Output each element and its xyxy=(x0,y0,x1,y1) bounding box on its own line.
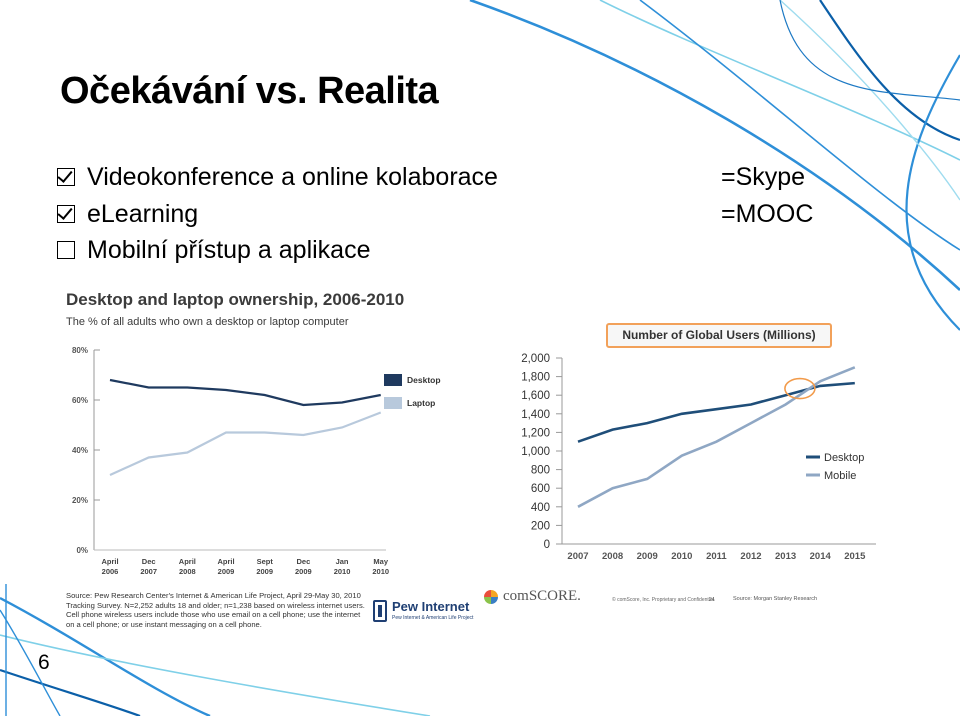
y-tick-label: 40% xyxy=(72,446,88,455)
x-tick-label: 2006 xyxy=(102,567,119,576)
x-tick-label: 2007 xyxy=(140,567,157,576)
x-tick-label: 2010 xyxy=(372,567,389,576)
y-tick-label: 80% xyxy=(72,346,88,355)
left-chart-title: Desktop and laptop ownership, 2006-2010 xyxy=(66,290,405,309)
pew-internet-logo: Pew Internet Pew Internet & American Lif… xyxy=(373,598,473,626)
comscore-page-number: 24 xyxy=(709,597,715,603)
x-tick-label: 2015 xyxy=(844,551,866,562)
y-tick-label: 60% xyxy=(72,396,88,405)
x-tick-label: Jan xyxy=(336,557,349,566)
x-tick-label: 2010 xyxy=(334,567,351,576)
x-tick-label: 2009 xyxy=(256,567,273,576)
x-tick-label: 2008 xyxy=(602,551,623,562)
slide-title: Očekávání vs. Realita xyxy=(60,70,439,112)
bullet-videoconference: Videokonference a online kolaborace xyxy=(57,162,498,192)
bullet-text: eLearning xyxy=(87,200,199,228)
x-tick-label: May xyxy=(373,557,388,566)
checked-box-icon xyxy=(57,168,75,186)
y-tick-label: 400 xyxy=(531,502,550,514)
y-tick-label: 200 xyxy=(531,520,550,532)
y-tick-label: 1,800 xyxy=(521,372,550,384)
x-tick-label: Dec xyxy=(296,557,310,566)
y-tick-label: 2,000 xyxy=(521,353,550,365)
x-tick-label: 2012 xyxy=(740,551,761,562)
y-tick-label: 0% xyxy=(76,546,88,555)
x-tick-label: 2010 xyxy=(671,551,692,562)
y-tick-label: 20% xyxy=(72,496,88,505)
comscore-logo-icon xyxy=(484,590,498,604)
x-tick-label: 2007 xyxy=(567,551,588,562)
x-tick-label: 2011 xyxy=(706,551,727,562)
legend-swatch-laptop xyxy=(384,397,402,409)
right-chart-title: Number of Global Users (Millions) xyxy=(606,323,832,348)
bullet-text: Videokonference a online kolaborace xyxy=(87,163,498,191)
legend-label-desktop: Desktop xyxy=(407,375,441,385)
x-tick-label: 2009 xyxy=(637,551,658,562)
x-tick-label: Sept xyxy=(257,557,274,566)
x-tick-label: 2013 xyxy=(775,551,796,562)
pew-logo-tagline: Pew Internet & American Life Project xyxy=(392,615,474,621)
legend-label-mobile: Mobile xyxy=(824,470,856,482)
unchecked-box-icon xyxy=(57,241,75,259)
x-tick-label: April xyxy=(179,557,196,566)
crossover-highlight-circle xyxy=(784,377,816,400)
y-tick-label: 1,000 xyxy=(521,446,550,458)
bullet-mobile: Mobilní přístup a aplikace xyxy=(57,235,370,265)
y-tick-label: 0 xyxy=(544,539,550,551)
y-tick-label: 1,400 xyxy=(521,409,550,421)
x-tick-label: 2014 xyxy=(810,551,832,562)
x-tick-label: April xyxy=(217,557,234,566)
comscore-logo: comSCORE. xyxy=(484,588,584,608)
legend-label-laptop: Laptop xyxy=(407,398,435,408)
y-tick-label: 1,200 xyxy=(521,427,550,439)
global-users-line-chart: 0 200 400 600 800 1,000 1,200 1,400 1,600 1,800 2,… xyxy=(521,353,876,562)
legend-label-desktop: Desktop xyxy=(824,452,864,464)
right-chart-source: Source: Morgan Stanley Research xyxy=(733,596,818,602)
pew-logo-name: Pew Internet xyxy=(392,599,470,614)
series-line-laptop xyxy=(109,411,382,477)
comscore-logo-name: comSCORE. xyxy=(503,588,581,604)
page-number: 6 xyxy=(38,651,50,674)
series-line-desktop xyxy=(109,378,381,407)
x-tick-label: Dec xyxy=(142,557,156,566)
equivalent-mooc: =MOOC xyxy=(721,200,814,228)
left-chart-subtitle: The % of all adults who own a desktop or… xyxy=(66,316,349,328)
pew-logo-icon xyxy=(373,600,387,622)
legend-swatch-desktop xyxy=(384,374,402,386)
x-tick-label: 2009 xyxy=(295,567,312,576)
ownership-line-chart: 0%20%40%60%80%April2006Dec2007April2008A… xyxy=(72,346,441,576)
y-tick-label: 800 xyxy=(531,465,550,477)
checked-box-icon xyxy=(57,205,75,223)
bullet-text: Mobilní přístup a aplikace xyxy=(87,236,371,264)
bullet-elearning: eLearning xyxy=(57,199,198,229)
y-tick-label: 1,600 xyxy=(521,390,550,402)
equivalent-skype: =Skype xyxy=(721,163,806,191)
left-chart-source: Source: Pew Research Center's Internet &… xyxy=(66,591,365,629)
x-tick-label: 2009 xyxy=(218,567,235,576)
y-tick-label: 600 xyxy=(531,483,550,495)
x-tick-label: 2008 xyxy=(179,567,196,576)
comscore-footer: © comScore, Inc. Proprietary and Confide… xyxy=(612,597,716,603)
x-tick-label: April xyxy=(101,557,118,566)
